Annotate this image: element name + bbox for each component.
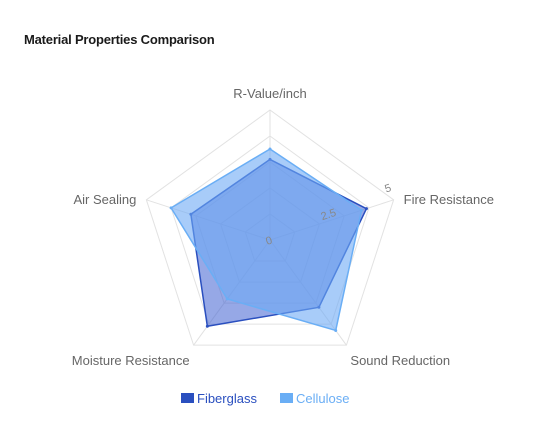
series-area-cellulose [170,148,363,332]
axis-label-sound-reduction: Sound Reduction [350,353,450,368]
axis-label-air-sealing: Air Sealing [73,192,136,207]
axis-label-moisture-resistance: Moisture Resistance [72,353,190,368]
radial-tick-label-1: 0 [264,234,274,247]
data-point-cellulose-3 [334,328,338,332]
data-point-cellulose-1 [268,147,272,151]
radial-tick-label-3: 5 [383,182,393,195]
legend-label-fiberglass: Fiberglass [197,391,257,406]
data-point-cellulose-2 [359,208,363,212]
chart-title: Material Properties Comparison [24,32,215,47]
data-point-fiberglass-2 [364,207,368,211]
data-point-fiberglass-4 [205,324,209,328]
data-point-cellulose-5 [169,206,173,210]
grid-ring-5 [145,109,395,346]
legend-swatch-cellulose [280,393,293,403]
radial-tick-label-2: 2.5 [319,207,337,223]
axis-label-r-value-inch: R-Value/inch [233,86,306,101]
axis-label-fire-resistance: Fire Resistance [404,192,494,207]
legend-label-cellulose: Cellulose [296,391,349,406]
grid-ring-4 [170,135,370,325]
legend-swatch-fiberglass [181,393,194,403]
data-point-cellulose-4 [225,297,229,301]
